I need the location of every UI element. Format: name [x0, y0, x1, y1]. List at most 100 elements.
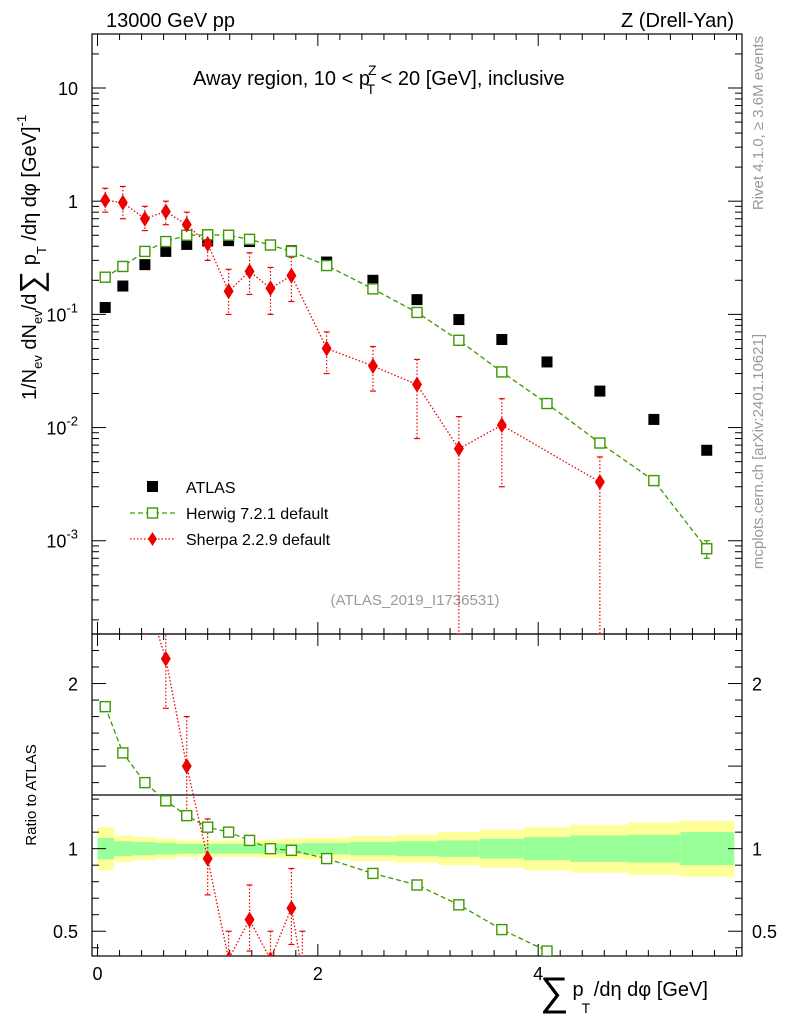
mcplots-label: mcplots.cern.ch [arXiv:2401.10621]: [750, 334, 767, 569]
y-tick-label: 10-3: [46, 527, 78, 552]
band-inner-segment: [114, 841, 133, 857]
herwig-point: [648, 474, 660, 487]
herwig-point: [701, 543, 713, 555]
ratio-herwig-point: [367, 867, 379, 880]
atlas-point: [367, 274, 379, 286]
herwig-point: [160, 235, 172, 248]
ratio-herwig-point: [181, 809, 193, 822]
atlas-point: [411, 294, 423, 306]
legend-herwig-marker: [146, 507, 159, 519]
sherpa-point: [223, 283, 234, 300]
ratio-sherpa-line: [157, 634, 301, 956]
atlas-point: [541, 356, 553, 368]
sherpa-point: [286, 267, 297, 284]
band-inner-segment: [218, 843, 240, 854]
y-tick-label: 10-1: [46, 300, 78, 325]
band-inner-segment: [479, 838, 524, 859]
legend-herwig-label: Herwig 7.2.1 default: [186, 506, 329, 523]
band-inner-segment: [523, 837, 571, 861]
y-tick-base: 1: [68, 192, 78, 212]
band-inner-segment: [570, 835, 629, 862]
y-tick-exp: -1: [66, 300, 78, 315]
ratio-y-label: Ratio to ATLAS: [23, 744, 40, 845]
ratio-sherpa-point: [140, 585, 150, 601]
band-inner-segment: [176, 843, 198, 854]
xlabel-a: p: [573, 979, 584, 1001]
sherpa-point: [453, 440, 464, 457]
ratio-herwig-point: [99, 700, 111, 713]
ratio-sherpa-point: [297, 965, 307, 981]
ratio-sherpa-point: [160, 650, 171, 667]
y-tick-label: 10: [58, 79, 78, 99]
ratio-sherpa-point: [286, 900, 297, 917]
ratio-herwig-point: [320, 852, 333, 865]
ratio-sherpa-point: [225, 951, 232, 956]
title-post: < 20 [GeV], inclusive: [375, 68, 565, 90]
herwig-point: [453, 334, 465, 347]
y-tick-base: 10: [46, 419, 66, 439]
sherpa-point: [117, 194, 128, 211]
x-tick-label: 4: [533, 964, 543, 984]
sherpa-point: [181, 216, 192, 233]
sherpa-point: [496, 417, 507, 434]
x-tick-label: 2: [313, 964, 323, 984]
atlas-point: [648, 413, 660, 425]
ratio-herwig-point: [201, 821, 214, 833]
ylabel-e-sup: -1: [14, 115, 29, 127]
ratio-y-tick-label: 1: [68, 840, 78, 860]
band-inner-segment: [396, 841, 438, 857]
ratio-y-tick-label: 0.5: [53, 922, 78, 942]
herwig-point: [594, 437, 606, 449]
sherpa-point: [594, 474, 605, 491]
ratio-herwig-point: [453, 899, 465, 911]
xlabel-sum: ∑: [540, 970, 569, 1014]
ratio-herwig-point: [117, 747, 129, 759]
rivet-label: Rivet 4.1.0, ≥ 3.6M events: [750, 36, 767, 210]
y-tick-base: 10: [46, 305, 66, 325]
legend-sherpa-marker: [148, 532, 157, 546]
sherpa-line: [105, 199, 601, 483]
ratio-herwig-point: [264, 842, 277, 855]
legend-sherpa-label: Sherpa 2.2.9 default: [186, 532, 331, 549]
atlas-point: [117, 280, 129, 292]
ylabel-c: /d: [19, 294, 41, 311]
sherpa-point: [100, 192, 111, 209]
ratio-herwig-point: [285, 844, 298, 857]
band-inner-segment: [349, 842, 397, 856]
ratio-herwig-line: [104, 706, 548, 952]
y-tick-base: 10: [58, 79, 78, 99]
legend-atlas-marker: [147, 481, 158, 492]
band-inner-segment: [680, 832, 735, 866]
sherpa-point: [160, 203, 171, 220]
ratio-sherpa-point: [181, 758, 192, 775]
y-tick-label: 1: [68, 192, 78, 212]
ratio-sherpa-point: [244, 911, 255, 928]
xlabel-a-sub: T: [582, 1000, 591, 1016]
band-inner-segment: [239, 843, 261, 854]
ratio-herwig-point: [160, 795, 172, 807]
y-tick-exp: -2: [66, 414, 78, 429]
sherpa-point: [244, 263, 255, 280]
atlas-point: [181, 238, 193, 250]
ylabel-a: 1/N: [19, 369, 41, 400]
sherpa-point: [412, 376, 422, 393]
ratio-y-tick-label-right: 0.5: [752, 922, 777, 942]
y-tick-base: 10: [46, 532, 66, 552]
herwig-point: [139, 245, 151, 258]
herwig-point: [320, 259, 333, 272]
x-axis-label: ∑ p T /dη dφ [GeV]: [540, 970, 708, 1016]
sherpa-point: [265, 280, 276, 297]
ylabel-d: p: [19, 254, 41, 271]
x-tick-label: 0: [93, 964, 103, 984]
herwig-line: [104, 234, 708, 550]
header-left: 13000 GeV pp: [106, 10, 235, 32]
plot-title: Away region, 10 < pZ T < 20 [GeV], inclus…: [193, 62, 565, 97]
ratio-herwig-point: [139, 776, 151, 789]
legend-atlas-label: ATLAS: [186, 480, 236, 497]
ratio-panel-frame: [91, 633, 743, 957]
herwig-point: [367, 283, 379, 295]
ratio-herwig-point: [222, 826, 235, 838]
sherpa-point: [321, 340, 332, 357]
